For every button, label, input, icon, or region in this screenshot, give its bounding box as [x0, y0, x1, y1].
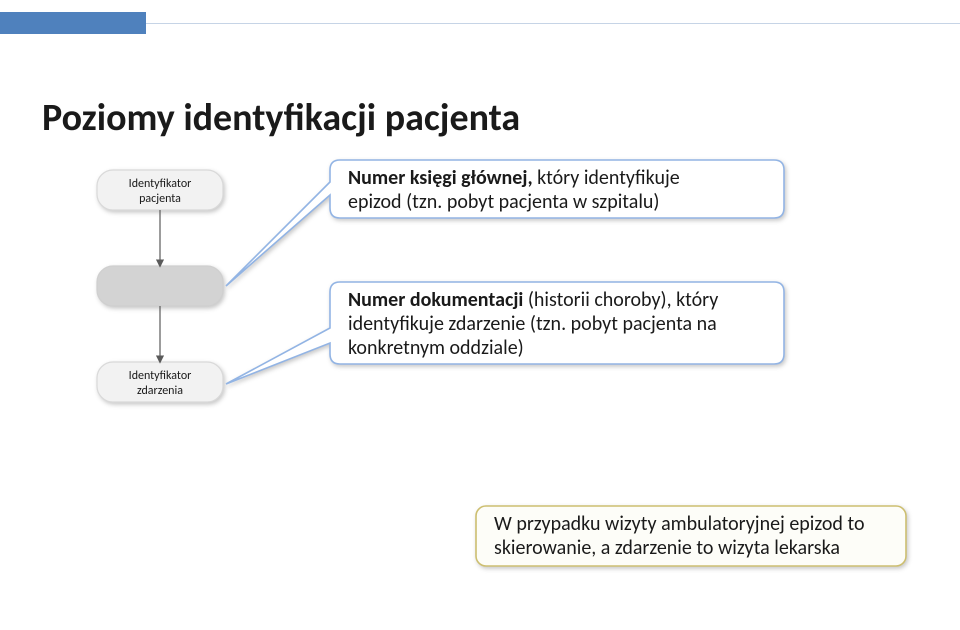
accent-line	[146, 23, 960, 24]
diagram-canvas: Poziomy identyfikacji pacjenta Identyfika…	[0, 0, 960, 630]
svg-text:zdarzenia: zdarzenia	[137, 384, 183, 398]
pill-pacjenta: Identyfikatorpacjenta	[97, 170, 223, 210]
footer-note: W przypadku wizyty ambulatoryjnej epizod…	[476, 506, 906, 566]
accent-bar	[0, 12, 146, 34]
svg-text:konkretnym oddziale): konkretnym oddziale)	[348, 336, 524, 360]
svg-text:Identyfikator: Identyfikator	[129, 177, 192, 191]
page-title: Poziomy identyfikacji pacjenta	[42, 95, 520, 141]
svg-text:epizod (tzn. pobyt pacjenta w: epizod (tzn. pobyt pacjenta w szpitalu)	[348, 190, 659, 214]
callout-1: Numer księgi głównej, który identyfikuje…	[226, 160, 784, 286]
svg-text:Numer dokumentacji (historii c: Numer dokumentacji (historii choroby), k…	[348, 288, 718, 312]
callout-2: Numer dokumentacji (historii choroby), k…	[226, 282, 784, 384]
svg-text:Numer księgi głównej, który id: Numer księgi głównej, który identyfikuje	[348, 166, 680, 190]
svg-text:pacjenta: pacjenta	[139, 192, 181, 206]
pill-blank	[97, 266, 223, 306]
svg-text:W przypadku wizyty ambulatoryj: W przypadku wizyty ambulatoryjnej epizod…	[494, 512, 865, 536]
pill-zdarzenia: Identyfikatorzdarzenia	[97, 362, 223, 402]
svg-text:identyfikuje zdarzenie (tzn. p: identyfikuje zdarzenie (tzn. pobyt pacje…	[348, 312, 717, 336]
svg-text:Identyfikator: Identyfikator	[129, 369, 192, 383]
svg-text:skierowanie, a zdarzenie to wi: skierowanie, a zdarzenie to wizyta lekar…	[494, 536, 840, 560]
